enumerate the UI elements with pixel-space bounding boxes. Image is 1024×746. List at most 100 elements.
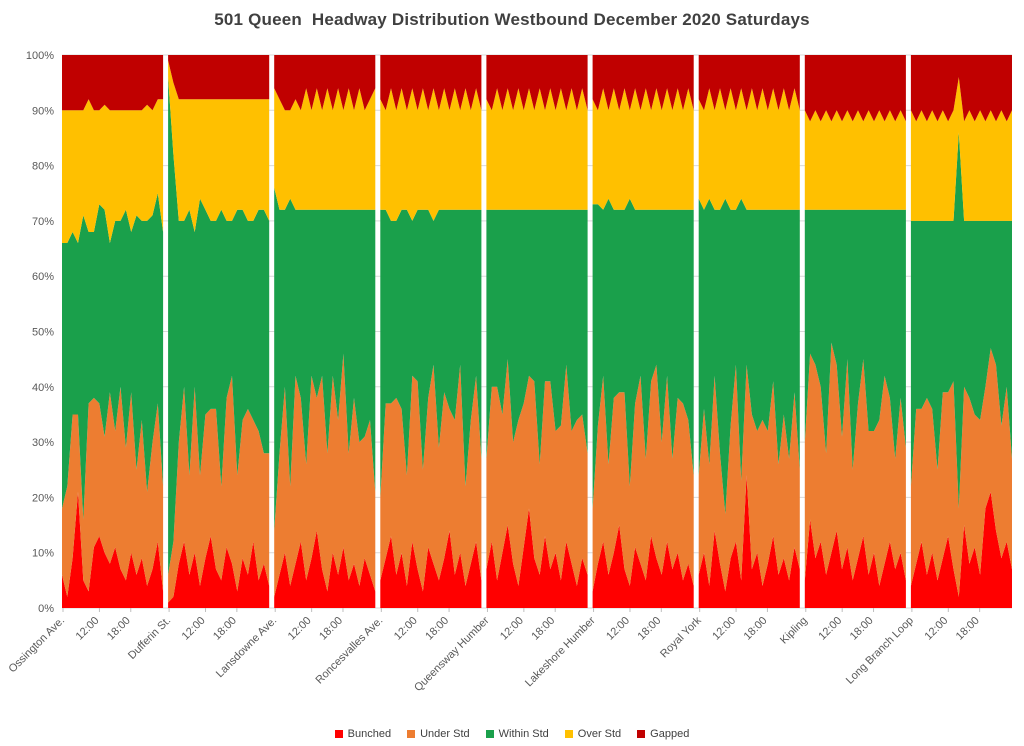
chart-title: 501 Queen Headway Distribution Westbound… <box>214 10 810 29</box>
legend-label-under-std: Under Std <box>420 728 470 740</box>
area-over-std-queensway-humber <box>486 88 588 210</box>
x-axis-label: 12:00 <box>922 615 950 643</box>
area-gapped-royal-york <box>698 55 800 111</box>
x-axis-label: 18:00 <box>635 615 663 643</box>
x-axis-label: 12:00 <box>392 615 420 643</box>
legend-swatch-gapped <box>637 730 646 738</box>
area-gapped-kipling <box>804 55 906 122</box>
y-axis-label: 70% <box>32 216 54 228</box>
area-bunched-dufferin-st <box>168 536 270 608</box>
x-axis-label: 18:00 <box>954 615 982 643</box>
area-gapped-dufferin-st <box>168 55 270 100</box>
x-axis-label: 12:00 <box>180 615 208 643</box>
legend-swatch-under-std <box>407 730 416 738</box>
area-gapped-roncesvalles-ave <box>380 55 482 111</box>
y-axis-label: 30% <box>32 437 54 449</box>
area-over-std-lakeshore-humber <box>592 88 694 210</box>
area-under-std-kipling <box>804 342 906 586</box>
x-axis-label: 12:00 <box>710 615 738 643</box>
y-axis-label: 20% <box>32 492 54 504</box>
x-axis-label: Roncesvalles Ave. <box>314 615 386 687</box>
area-over-std-lansdowne-ave <box>274 88 376 210</box>
area-under-std-dufferin-st <box>168 375 270 603</box>
legend-label-within-std: Within Std <box>498 728 549 740</box>
y-axis-label: 90% <box>32 105 54 117</box>
area-gapped-long-branch-loop <box>910 55 1012 122</box>
area-bunched-lansdowne-ave <box>274 530 376 608</box>
area-within-std-dufferin-st <box>168 77 270 575</box>
legend-item-under-std: Under Std <box>407 728 470 740</box>
area-gapped-ossington-ave <box>62 55 164 111</box>
area-gapped-lansdowne-ave <box>274 55 376 111</box>
legend-item-bunched: Bunched <box>334 728 392 740</box>
x-axis-label: Dufferin St. <box>126 615 173 662</box>
x-axis-label: Lakeshore Humber <box>523 614 598 689</box>
x-axis-label: 12:00 <box>604 615 632 643</box>
legend-swatch-within-std <box>485 730 494 738</box>
x-axis-label: 18:00 <box>317 615 345 643</box>
legend-item-gapped: Gapped <box>637 728 689 740</box>
area-under-std-roncesvalles-ave <box>380 364 482 592</box>
area-over-std-kipling <box>804 110 906 210</box>
area-over-std-ossington-ave <box>62 99 164 243</box>
x-axis-label: 12:00 <box>498 615 526 643</box>
legend-item-within-std: Within Std <box>485 728 549 740</box>
y-axis-label: 50% <box>32 327 54 339</box>
y-axis-label: 80% <box>32 161 54 173</box>
area-over-std-long-branch-loop <box>910 77 1012 221</box>
area-bunched-royal-york <box>698 475 800 608</box>
area-under-std-ossington-ave <box>62 386 164 597</box>
area-bunched-roncesvalles-ave <box>380 530 482 608</box>
legend-label-over-std: Over Std <box>577 728 622 740</box>
x-axis-label: 18:00 <box>423 615 451 643</box>
x-axis-label: 18:00 <box>848 615 876 643</box>
y-axis-label: 10% <box>32 548 54 560</box>
area-within-std-queensway-humber <box>486 209 588 465</box>
area-within-std-kipling <box>804 209 906 470</box>
area-over-std-roncesvalles-ave <box>380 88 482 221</box>
area-gapped-queensway-humber <box>486 55 588 111</box>
area-bunched-queensway-humber <box>486 508 588 608</box>
x-axis-label: Royal York <box>658 614 704 660</box>
area-within-std-royal-york <box>698 198 800 515</box>
legend-item-over-std: Over Std <box>564 728 622 740</box>
legend-swatch-over-std <box>564 730 573 738</box>
area-within-std-lakeshore-humber <box>592 198 694 509</box>
y-axis-label: 0% <box>38 603 54 615</box>
x-axis-label: Ossington Ave. <box>6 615 67 676</box>
y-axis-label: 100% <box>26 50 54 62</box>
x-axis-label: Kipling <box>778 615 810 647</box>
y-axis-label: 60% <box>32 271 54 283</box>
legend-label-bunched: Bunched <box>347 728 392 740</box>
area-within-std-lansdowne-ave <box>274 187 376 531</box>
legend-label-gapped: Gapped <box>650 728 690 740</box>
area-over-std-royal-york <box>698 88 800 210</box>
x-axis-label: 12:00 <box>74 615 102 643</box>
x-axis-label: Queensway Humber <box>412 614 492 694</box>
x-axis-label: 18:00 <box>105 615 133 643</box>
area-bunched-ossington-ave <box>62 491 164 608</box>
x-axis-label: 12:00 <box>816 615 844 643</box>
area-within-std-roncesvalles-ave <box>380 209 482 498</box>
area-bunched-kipling <box>804 519 906 608</box>
area-bunched-lakeshore-humber <box>592 525 694 608</box>
area-bunched-long-branch-loop <box>910 491 1012 608</box>
area-within-std-long-branch-loop <box>910 132 1012 509</box>
legend-swatch-bunched <box>334 730 343 738</box>
area-under-std-queensway-humber <box>486 359 588 586</box>
area-gapped-lakeshore-humber <box>592 55 694 111</box>
y-axis-label: 40% <box>32 382 54 394</box>
area-under-std-lakeshore-humber <box>592 364 694 592</box>
x-axis-label: Long Branch Loop <box>844 615 916 687</box>
area-within-std-ossington-ave <box>62 193 164 520</box>
area-under-std-lansdowne-ave <box>274 353 376 597</box>
x-axis-label: 12:00 <box>286 615 314 643</box>
area-over-std-dufferin-st <box>168 60 270 232</box>
x-axis-label: 18:00 <box>742 615 770 643</box>
legend: Bunched Under Std Within Std Over Std Gapped <box>0 728 1024 740</box>
x-axis-label: 18:00 <box>211 615 239 643</box>
area-under-std-long-branch-loop <box>910 348 1012 597</box>
area-under-std-royal-york <box>698 364 800 592</box>
